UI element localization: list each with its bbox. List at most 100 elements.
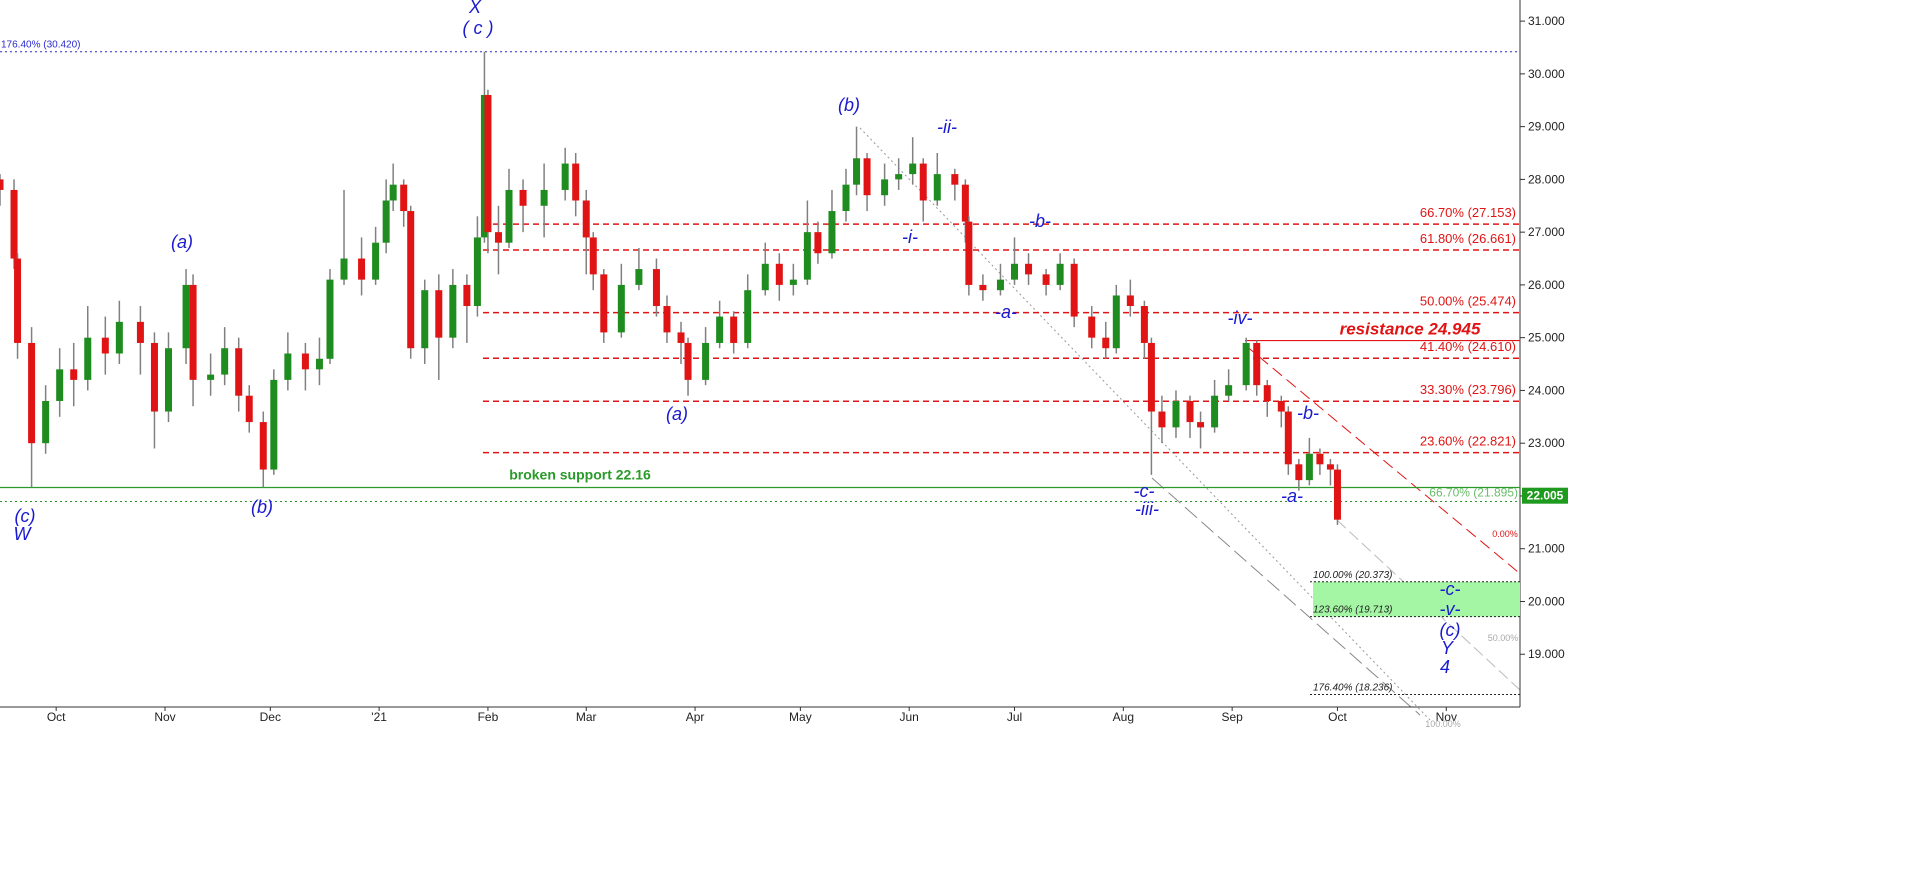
candle-body <box>421 290 429 349</box>
candle-body <box>372 242 380 280</box>
last-price-label: 22.005 <box>1527 489 1564 503</box>
candle-body <box>1158 411 1166 428</box>
candle-body <box>814 232 822 254</box>
candle-body <box>182 284 190 349</box>
y-tick-label: 31.000 <box>1528 14 1565 28</box>
candle-body <box>164 348 172 412</box>
x-tick-label: Nov <box>154 710 175 724</box>
candle-body <box>463 284 471 307</box>
wave-label: (a) <box>171 232 193 252</box>
candle-body <box>775 263 783 285</box>
channel-label: 0.00% <box>1492 529 1518 539</box>
candle-body <box>663 306 671 333</box>
wave-label: ( c ) <box>463 18 494 38</box>
wave-label: -v- <box>1440 599 1461 619</box>
candle-body <box>979 284 987 291</box>
x-tick-label: Apr <box>686 710 705 724</box>
x-tick-label: Sep <box>1221 710 1243 724</box>
last-price-tag <box>1522 487 1568 504</box>
candle-body <box>1284 411 1292 465</box>
channel-line <box>1151 477 1421 716</box>
candle-body <box>407 211 415 349</box>
target-zone <box>1313 581 1520 617</box>
channel-line <box>1244 344 1519 573</box>
candle-body <box>221 348 229 375</box>
candle-body <box>761 263 769 291</box>
candle-body <box>716 316 724 343</box>
candle-body <box>1263 385 1271 401</box>
candle-body <box>235 348 243 396</box>
candle-body <box>284 353 292 380</box>
candle-body <box>1070 263 1078 317</box>
support-label: broken support 22.16 <box>509 467 651 483</box>
wave-label: -i- <box>902 227 918 247</box>
candle-body <box>789 279 797 285</box>
y-tick-label: 30.000 <box>1528 67 1565 81</box>
x-tick-label: Feb <box>478 710 499 724</box>
wave-label: -a- <box>1281 486 1303 506</box>
y-tick-label: 29.000 <box>1528 120 1565 134</box>
wave-label: (b) <box>838 95 860 115</box>
candle-body <box>684 342 692 380</box>
candle-body <box>1326 464 1334 470</box>
candle-body <box>803 232 811 280</box>
level-label: 66.70% (21.895) <box>1429 485 1518 499</box>
wave-label: -iv- <box>1228 308 1253 328</box>
resistance-label: resistance 24.945 <box>1340 320 1481 339</box>
wave-label: (b) <box>251 497 273 517</box>
x-tick-label: Jul <box>1007 710 1022 724</box>
candle-body <box>863 158 871 196</box>
candle-body <box>1305 453 1313 481</box>
channel-label: 100.00% <box>1425 719 1461 729</box>
candle-body <box>245 395 253 423</box>
candle-body <box>207 374 215 380</box>
candle-body <box>1112 295 1120 349</box>
candle-body <box>677 332 685 343</box>
wave-label: (c) <box>15 506 36 526</box>
candle-body <box>744 290 752 343</box>
x-tick-label: Aug <box>1113 710 1134 724</box>
y-tick-label: 26.000 <box>1528 278 1565 292</box>
fib-label: 41.40% (24.610) <box>1420 339 1516 354</box>
y-tick-label: 19.000 <box>1528 647 1565 661</box>
candle-body <box>828 211 836 254</box>
candle-body <box>961 184 969 222</box>
candle-body <box>189 284 197 380</box>
candle-body <box>28 342 36 444</box>
candle-body <box>881 179 889 196</box>
fib-label: 23.60% (22.821) <box>1420 434 1516 449</box>
candle-body <box>933 174 941 201</box>
candle-body <box>652 269 660 307</box>
wave-label: (c) <box>1440 620 1461 640</box>
channel-line <box>859 127 1431 721</box>
candle-body <box>582 200 590 238</box>
candle-body <box>540 189 548 206</box>
candle-body <box>1277 400 1285 412</box>
candle-body <box>1126 295 1134 307</box>
candle-body <box>909 163 917 175</box>
candle-body <box>480 94 488 238</box>
candle-body <box>494 232 502 243</box>
extension-label: 100.00% (20.373) <box>1313 570 1393 581</box>
candle-body <box>1102 337 1110 349</box>
candle-body <box>1253 342 1261 386</box>
wave-label: 4 <box>1440 657 1450 677</box>
candle-body <box>1211 395 1219 428</box>
candle-body <box>0 179 4 190</box>
wave-label: -b- <box>1297 403 1319 423</box>
extension-label: 123.60% (19.713) <box>1313 605 1393 616</box>
candle-body <box>996 279 1004 291</box>
y-tick-label: 20.000 <box>1528 594 1565 608</box>
x-tick-label: Mar <box>576 710 597 724</box>
x-tick-label: Jun <box>900 710 919 724</box>
y-tick-label: 25.000 <box>1528 331 1565 345</box>
candle-body <box>449 284 457 338</box>
candle-body <box>1011 263 1019 280</box>
candle-body <box>1197 422 1205 428</box>
candle-body <box>589 237 597 275</box>
candle-body <box>1025 263 1033 275</box>
candle-body <box>259 422 267 470</box>
candle-body <box>853 158 861 185</box>
y-tick-label: 23.000 <box>1528 436 1565 450</box>
